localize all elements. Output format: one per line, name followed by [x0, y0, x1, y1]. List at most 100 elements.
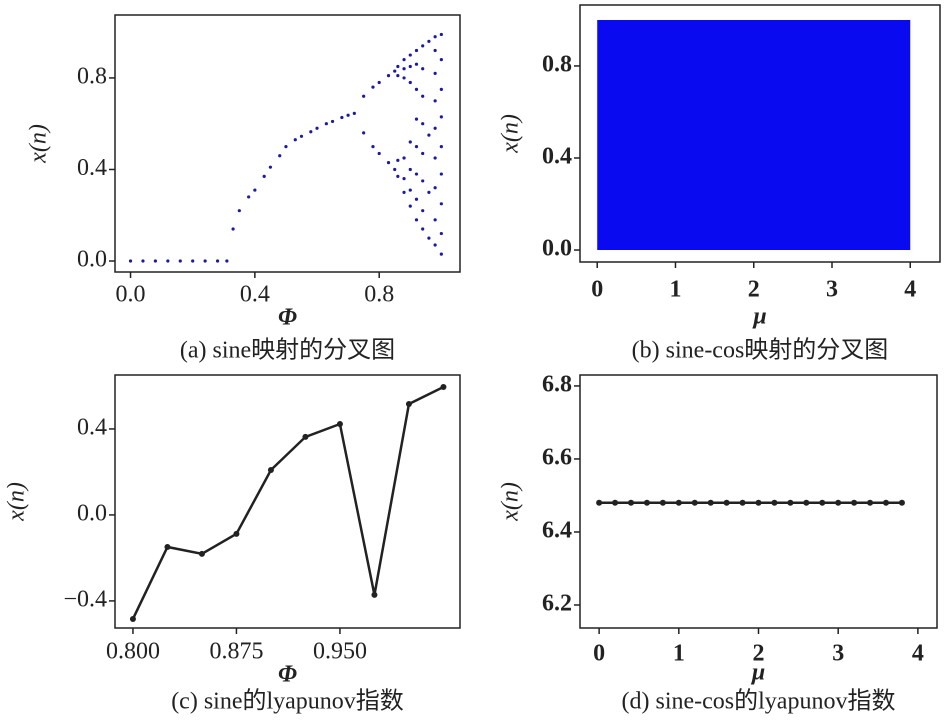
point	[231, 227, 235, 231]
marker	[336, 421, 343, 428]
point	[414, 172, 419, 176]
marker	[659, 499, 666, 506]
marker	[819, 499, 826, 506]
point	[414, 117, 419, 121]
point	[262, 174, 266, 178]
marker	[198, 550, 205, 557]
point	[414, 62, 419, 66]
caption: (a) sine映射的分叉图	[180, 337, 395, 364]
y-tick-label: 6.4	[542, 517, 572, 543]
x-tick-label: 0.4	[240, 282, 270, 308]
marker	[164, 543, 171, 550]
x-tick-label: 4	[912, 641, 924, 667]
y-axis-label: x(n)	[498, 482, 524, 522]
point	[386, 161, 391, 165]
x-axis-label: Φ	[278, 305, 297, 331]
x-tick-label: 0.0	[116, 282, 146, 308]
point	[293, 138, 297, 142]
point	[433, 126, 437, 130]
x-tick-label: 0.8	[364, 282, 394, 308]
point	[191, 259, 195, 263]
x-tick-label: 3	[832, 641, 844, 667]
point	[225, 259, 229, 263]
point	[396, 158, 400, 162]
marker	[440, 384, 447, 391]
point	[433, 243, 437, 247]
point	[414, 87, 419, 91]
point	[421, 227, 425, 231]
point	[247, 195, 251, 199]
point	[371, 85, 375, 89]
point	[362, 94, 366, 98]
y-tick-label: 0.0	[77, 247, 107, 273]
x-axis-label: μ	[750, 660, 765, 686]
point	[433, 156, 437, 160]
x-tick-label: 3	[826, 277, 838, 303]
point	[340, 115, 344, 120]
x-tick-label: 1	[669, 277, 681, 303]
caption: (d) sine-cos的lyapunov指数	[622, 688, 896, 715]
point	[433, 218, 437, 222]
point	[215, 259, 220, 263]
point	[166, 259, 170, 263]
point	[421, 179, 425, 183]
marker	[755, 499, 762, 506]
y-tick-label: 6.2	[542, 591, 572, 617]
point	[393, 167, 397, 172]
point	[433, 186, 437, 190]
marker	[835, 499, 842, 506]
marker	[898, 499, 905, 506]
point	[393, 69, 397, 73]
y-axis-label: x(n)	[498, 114, 524, 154]
marker	[612, 499, 619, 506]
point	[402, 156, 406, 160]
point	[371, 144, 375, 149]
point	[141, 259, 145, 263]
y-tick-label: 6.8	[542, 371, 572, 397]
y-tick-label: 6.6	[542, 444, 572, 470]
point	[427, 236, 431, 240]
plot-frame	[114, 374, 461, 629]
point	[433, 71, 437, 75]
marker	[867, 499, 874, 506]
point	[439, 58, 443, 62]
marker	[129, 615, 136, 622]
marker	[707, 499, 714, 506]
point	[352, 111, 356, 116]
point	[203, 259, 207, 263]
marker	[739, 499, 746, 506]
point	[439, 172, 443, 176]
point	[153, 259, 158, 263]
point	[402, 76, 406, 80]
point	[408, 64, 412, 69]
y-tick-label: 0.4	[77, 414, 107, 440]
band	[597, 19, 911, 251]
point	[284, 144, 288, 149]
marker	[787, 499, 794, 506]
point	[362, 131, 366, 135]
marker	[267, 467, 274, 474]
point	[377, 80, 381, 85]
x-tick-label: 2	[748, 277, 760, 303]
marker	[371, 591, 378, 598]
point	[408, 188, 412, 192]
point	[346, 113, 350, 117]
point	[278, 154, 282, 158]
y-tick-label: 0.0	[542, 236, 572, 262]
line	[131, 385, 444, 620]
y-tick-label: 0.0	[77, 500, 107, 526]
caption: (c) sine的lyapunov指数	[171, 688, 404, 715]
point	[427, 39, 431, 43]
point	[421, 122, 425, 126]
point	[128, 259, 133, 263]
x-tick-label: 0.950	[313, 639, 367, 665]
point	[237, 209, 241, 213]
marker	[596, 499, 603, 506]
x-tick-label: 0.875	[209, 639, 263, 665]
x-tick-label: 0.800	[106, 639, 160, 665]
point	[439, 202, 443, 206]
point	[433, 48, 437, 53]
point	[439, 115, 443, 119]
y-tick-label: 0.4	[542, 144, 572, 170]
